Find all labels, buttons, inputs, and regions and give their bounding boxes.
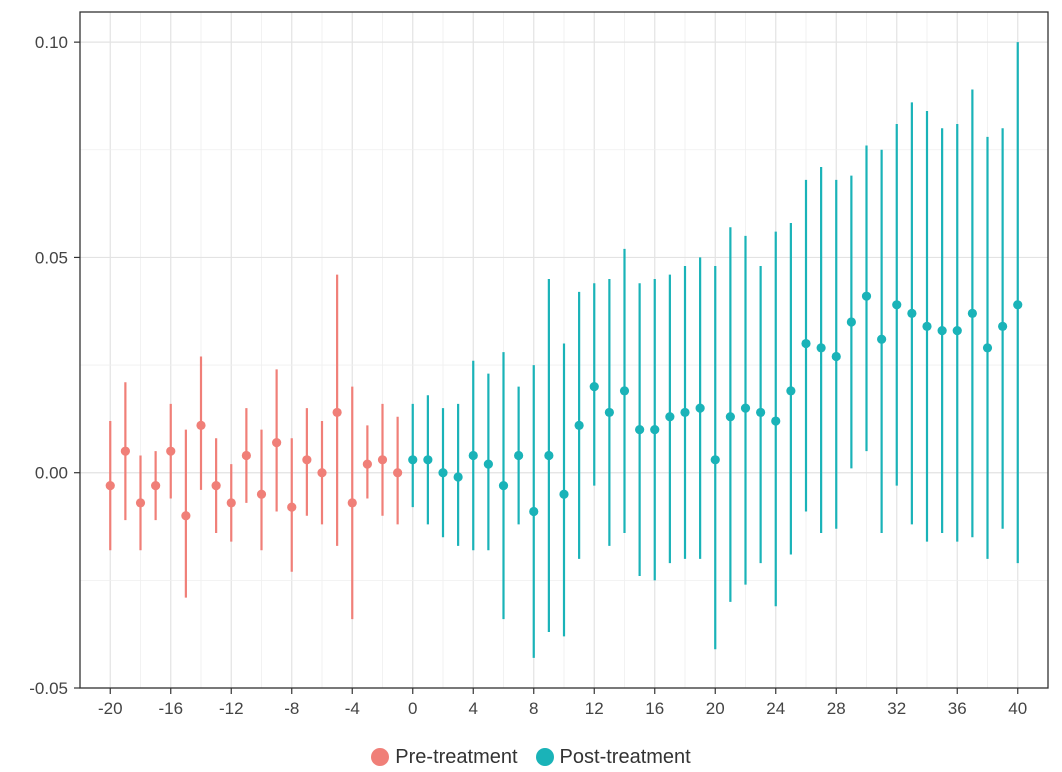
- legend-label-pre: Pre-treatment: [395, 745, 518, 768]
- data-point[interactable]: [438, 468, 448, 478]
- y-tick-label: 0.10: [35, 33, 68, 52]
- data-point[interactable]: [967, 308, 977, 319]
- x-tick-label: 16: [645, 699, 664, 718]
- x-tick-label: 8: [529, 699, 538, 718]
- data-point[interactable]: [120, 446, 130, 456]
- points: [105, 291, 1023, 521]
- x-tick-label: 0: [408, 699, 417, 718]
- x-tick-label: 24: [766, 699, 785, 718]
- data-point[interactable]: [408, 455, 418, 465]
- data-point[interactable]: [922, 321, 932, 331]
- data-point[interactable]: [514, 450, 524, 461]
- data-point[interactable]: [287, 502, 297, 512]
- legend-label-post: Post-treatment: [559, 745, 691, 768]
- data-point[interactable]: [453, 472, 463, 482]
- data-point[interactable]: [347, 498, 357, 508]
- x-tick-label: 28: [827, 699, 846, 718]
- data-point[interactable]: [241, 450, 251, 461]
- data-point[interactable]: [604, 407, 614, 418]
- tick-labels: -20 -16 -12 -8 -4 0 4 8 12 16 20 24 28 32 36 40 -0.05 0.0…: [29, 33, 1027, 718]
- data-point[interactable]: [196, 420, 206, 430]
- data-point[interactable]: [302, 455, 312, 465]
- data-point[interactable]: [272, 437, 282, 448]
- data-point[interactable]: [695, 403, 705, 413]
- y-tick-label: -0.05: [29, 679, 68, 698]
- panel-border: [79, 11, 1049, 689]
- errorbar-plot: -20 -16 -12 -8 -4 0 4 8 12 16 20 24 28 32 36 40 -0.05 0.0…: [29, 11, 1049, 718]
- data-point[interactable]: [544, 450, 554, 461]
- data-point[interactable]: [635, 425, 645, 435]
- x-tick-label: 32: [887, 699, 906, 718]
- data-point[interactable]: [786, 386, 796, 396]
- x-tick-label: 12: [585, 699, 604, 718]
- data-point[interactable]: [1013, 300, 1023, 310]
- data-point[interactable]: [740, 403, 751, 413]
- data-point[interactable]: [771, 416, 781, 426]
- data-point[interactable]: [816, 343, 826, 353]
- data-point[interactable]: [952, 326, 962, 336]
- data-point[interactable]: [801, 338, 811, 349]
- data-point[interactable]: [650, 425, 660, 435]
- legend-swatch-post: [535, 748, 554, 766]
- axis-ticks: [74, 41, 1019, 694]
- data-point[interactable]: [574, 420, 584, 430]
- data-point[interactable]: [393, 468, 403, 478]
- data-point[interactable]: [846, 317, 856, 327]
- data-point[interactable]: [498, 481, 509, 491]
- data-point[interactable]: [756, 407, 766, 418]
- data-point[interactable]: [529, 506, 539, 517]
- x-tick-label: -4: [345, 699, 360, 718]
- data-point[interactable]: [211, 481, 221, 491]
- data-point[interactable]: [317, 468, 327, 478]
- data-point[interactable]: [665, 412, 675, 422]
- x-tick-label: 36: [948, 699, 967, 718]
- data-point[interactable]: [559, 489, 569, 499]
- data-point[interactable]: [332, 407, 342, 418]
- data-point[interactable]: [982, 343, 993, 353]
- y-tick-label: 0.05: [35, 248, 68, 267]
- data-point[interactable]: [423, 455, 433, 465]
- data-point[interactable]: [105, 481, 115, 491]
- y-tick-label: 0.00: [35, 464, 68, 483]
- data-point[interactable]: [483, 459, 493, 469]
- data-point[interactable]: [998, 321, 1008, 331]
- data-point[interactable]: [619, 386, 630, 396]
- legend: Pre-treatment Post-treatment: [0, 742, 1062, 772]
- data-point[interactable]: [907, 308, 917, 319]
- data-point[interactable]: [725, 412, 735, 422]
- legend-item-post[interactable]: Post-treatment: [535, 745, 691, 769]
- x-tick-label: -20: [98, 699, 123, 718]
- data-point[interactable]: [877, 334, 887, 344]
- data-point[interactable]: [362, 459, 372, 469]
- data-point[interactable]: [861, 291, 872, 301]
- x-tick-label: -16: [158, 699, 183, 718]
- data-point[interactable]: [710, 455, 720, 465]
- legend-item-pre[interactable]: Pre-treatment: [371, 745, 518, 769]
- x-tick-label: -8: [284, 699, 299, 718]
- data-point[interactable]: [377, 455, 388, 465]
- data-point[interactable]: [831, 351, 841, 362]
- legend-swatch-pre: [371, 748, 390, 766]
- data-point[interactable]: [226, 498, 236, 508]
- x-tick-label: 4: [469, 699, 478, 718]
- data-point[interactable]: [181, 511, 191, 521]
- data-point[interactable]: [166, 446, 176, 456]
- x-tick-label: -12: [219, 699, 244, 718]
- data-point[interactable]: [680, 407, 690, 418]
- data-point[interactable]: [135, 498, 146, 508]
- data-point[interactable]: [151, 481, 161, 491]
- x-tick-label: 40: [1008, 699, 1027, 718]
- data-point[interactable]: [892, 300, 902, 310]
- data-point[interactable]: [256, 489, 267, 499]
- x-tick-label: 20: [706, 699, 725, 718]
- data-point[interactable]: [589, 381, 599, 392]
- data-point[interactable]: [937, 326, 947, 336]
- data-point[interactable]: [468, 450, 478, 461]
